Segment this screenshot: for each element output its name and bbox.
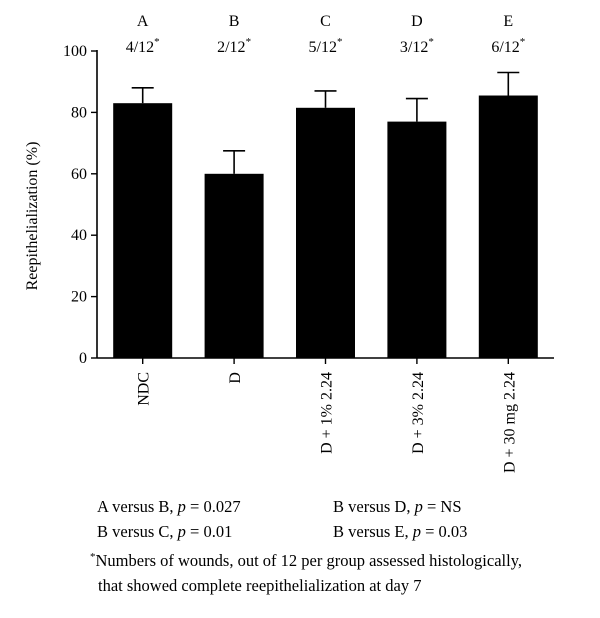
group-count-value: 4/12 <box>126 39 154 56</box>
p-symbol: p <box>177 497 186 516</box>
group-count-value: 5/12 <box>309 39 337 56</box>
group-count-value: 2/12 <box>217 39 245 56</box>
bar <box>204 173 264 358</box>
category-label: D + 30 mg 2.24 <box>501 372 518 473</box>
p-symbol: p <box>177 522 186 541</box>
p-value: = 0.01 <box>185 522 233 541</box>
chart-axes: 0 20 40 60 80 100 <box>63 43 554 367</box>
group-letter: A <box>137 13 149 30</box>
bar <box>387 121 447 358</box>
group-letter: C <box>320 13 331 30</box>
group-letter: E <box>503 13 513 30</box>
footnote-line-2: that showed complete reepithelialization… <box>98 576 421 596</box>
y-tick-label: 0 <box>79 350 87 367</box>
comparison-b-c: B versus C, p = 0.01 <box>97 522 232 542</box>
group-count: 6/12* <box>491 36 525 56</box>
group-count: 5/12* <box>309 36 343 56</box>
group-letter: B <box>229 13 240 30</box>
p-value: = 0.027 <box>185 497 241 516</box>
chart-bars <box>113 71 538 358</box>
footnote-marker: * <box>90 551 96 563</box>
footnote-text: that showed complete reepithelialization… <box>98 576 422 595</box>
bar <box>113 103 173 358</box>
y-axis-label: Reepithelialization (%) <box>24 142 41 291</box>
y-tick-label: 80 <box>71 104 87 121</box>
bar <box>478 95 538 358</box>
category-label: D + 1% 2.24 <box>319 372 336 454</box>
comparison-a-b: A versus B, p = 0.027 <box>97 497 241 517</box>
group-count-value: 3/12 <box>400 39 428 56</box>
comparison-b-e: B versus E, p = 0.03 <box>333 522 467 542</box>
group-letter: D <box>411 13 423 30</box>
group-count-marker: * <box>154 36 160 48</box>
comparison-pair: B versus C, <box>97 522 174 541</box>
group-count-marker: * <box>428 36 434 48</box>
comparison-b-d: B versus D, p = NS <box>333 497 462 517</box>
group-count: 2/12* <box>217 36 251 56</box>
group-count: 3/12* <box>400 36 434 56</box>
group-count-value: 6/12 <box>491 39 519 56</box>
p-symbol: p <box>414 497 423 516</box>
p-value: = NS <box>422 497 462 516</box>
y-tick-label: 60 <box>71 166 87 183</box>
p-symbol: p <box>412 522 421 541</box>
y-tick-label: 40 <box>71 227 87 244</box>
comparison-pair: B versus D, <box>333 497 411 516</box>
footnote-line-1: *Numbers of wounds, out of 12 per group … <box>90 551 522 571</box>
y-tick-label: 20 <box>71 289 87 306</box>
group-count-marker: * <box>520 36 526 48</box>
category-label: NDC <box>136 372 153 406</box>
bar <box>296 107 355 358</box>
y-tick-label: 100 <box>63 43 87 60</box>
group-count-marker: * <box>246 36 252 48</box>
comparison-pair: B versus E, <box>333 522 409 541</box>
category-label: D <box>227 372 244 384</box>
group-count: 4/12* <box>126 36 160 56</box>
footnote-text: Numbers of wounds, out of 12 per group a… <box>95 551 523 570</box>
comparison-pair: A versus B, <box>97 497 174 516</box>
category-label: D + 3% 2.24 <box>410 372 427 454</box>
p-value: = 0.03 <box>421 522 468 541</box>
group-count-marker: * <box>337 36 343 48</box>
